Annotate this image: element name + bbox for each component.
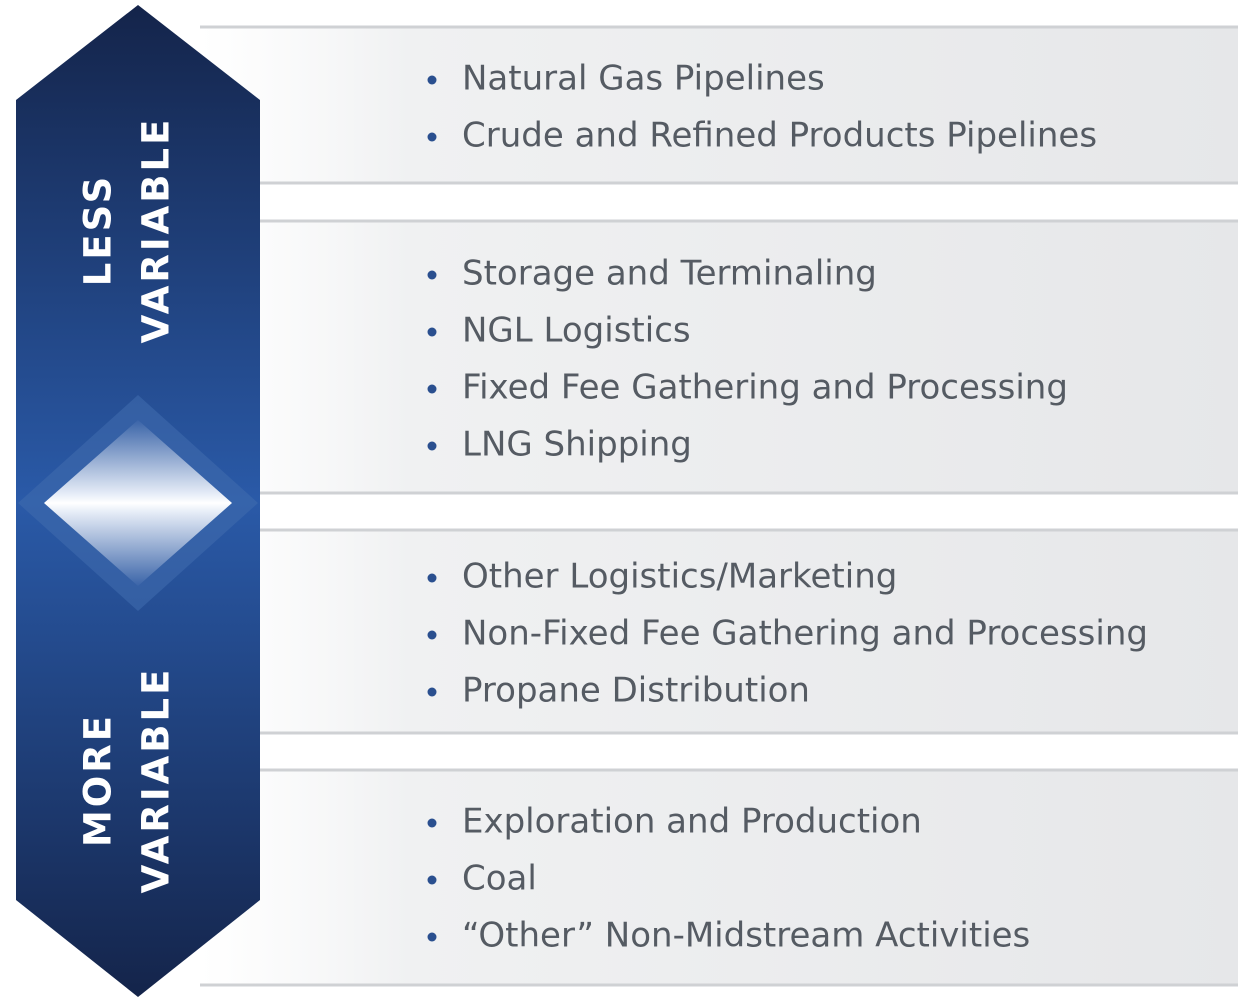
bullet (427, 932, 437, 942)
panels (200, 25, 1238, 987)
list-item: Non-Fixed Fee Gathering and Processing (462, 614, 1148, 654)
panel (200, 221, 1238, 493)
list-item: Crude and Refined Products Pipelines (462, 116, 1097, 156)
content: LESS VARIABLE MORE VARIABLE Natural Gas Pipe… (77, 59, 1148, 956)
list-item: NGL Logistics (462, 311, 691, 351)
bullet (427, 687, 437, 697)
bullet (427, 75, 437, 85)
bullet (427, 573, 437, 583)
bullet (427, 270, 437, 280)
side-label: VARIABLE (135, 667, 178, 894)
panel (200, 770, 1238, 985)
list-item: Coal (462, 859, 537, 899)
bullet (427, 384, 437, 394)
bullet (427, 818, 437, 828)
bullet (427, 132, 437, 142)
list-item: Storage and Terminaling (462, 254, 877, 294)
bullet (427, 441, 437, 451)
list-item: LNG Shipping (462, 425, 692, 465)
panel (200, 27, 1238, 183)
side-label: VARIABLE (135, 117, 178, 344)
list-item: Propane Distribution (462, 671, 810, 711)
side-label: LESS (77, 174, 120, 287)
list-item: Fixed Fee Gathering and Processing (462, 368, 1068, 408)
bullet (427, 630, 437, 640)
list-item: “Other” Non-Midstream Activities (462, 916, 1030, 956)
bullet (427, 327, 437, 337)
list-item: Exploration and Production (462, 802, 922, 842)
side-label: MORE (77, 713, 120, 847)
list-item: Other Logistics/Marketing (462, 557, 897, 597)
diamond (44, 420, 232, 586)
list-item: Natural Gas Pipelines (462, 59, 825, 99)
panel (200, 530, 1238, 733)
bullet (427, 875, 437, 885)
